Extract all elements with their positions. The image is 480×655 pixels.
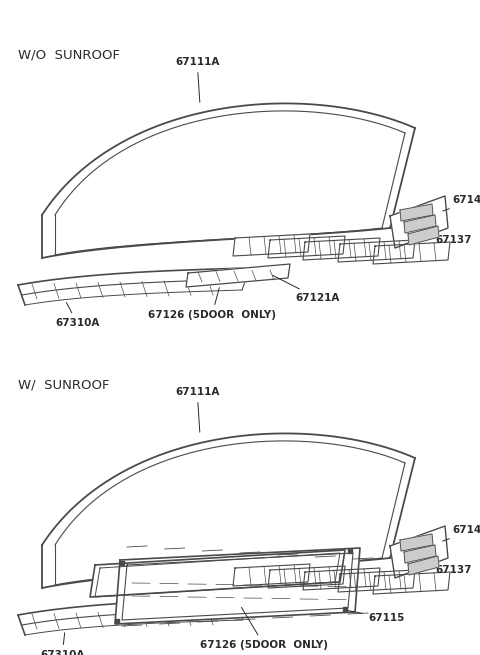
Text: 67126 (5DOOR  ONLY): 67126 (5DOOR ONLY) (200, 607, 328, 650)
Polygon shape (373, 242, 450, 264)
Polygon shape (404, 545, 436, 563)
Text: 67115: 67115 (348, 610, 404, 623)
Text: 67141B: 67141B (443, 195, 480, 211)
Polygon shape (303, 568, 380, 590)
Polygon shape (268, 236, 345, 258)
Text: 67310A: 67310A (40, 633, 84, 655)
Polygon shape (115, 548, 360, 624)
Text: 67126 (5DOOR  ONLY): 67126 (5DOOR ONLY) (148, 288, 276, 320)
Polygon shape (390, 196, 448, 248)
Text: W/O  SUNROOF: W/O SUNROOF (18, 48, 120, 61)
Text: 67111A: 67111A (175, 57, 219, 102)
Polygon shape (186, 264, 290, 287)
Polygon shape (408, 556, 439, 575)
Polygon shape (408, 226, 439, 245)
Text: 67137: 67137 (423, 563, 471, 575)
Polygon shape (404, 215, 436, 233)
Text: 67111A: 67111A (175, 387, 219, 432)
Polygon shape (400, 534, 433, 551)
Polygon shape (400, 204, 433, 221)
Text: W/  SUNROOF: W/ SUNROOF (18, 378, 109, 391)
Polygon shape (338, 570, 415, 592)
Text: 67141B: 67141B (443, 525, 480, 541)
Polygon shape (390, 526, 448, 578)
Polygon shape (90, 550, 345, 597)
Text: 67121A: 67121A (273, 275, 339, 303)
Polygon shape (373, 572, 450, 594)
Polygon shape (268, 566, 345, 588)
Polygon shape (233, 234, 310, 256)
Polygon shape (233, 564, 310, 586)
Text: 67137: 67137 (423, 234, 471, 245)
Polygon shape (338, 240, 415, 262)
Polygon shape (303, 238, 380, 260)
Text: 67310A: 67310A (55, 303, 99, 328)
